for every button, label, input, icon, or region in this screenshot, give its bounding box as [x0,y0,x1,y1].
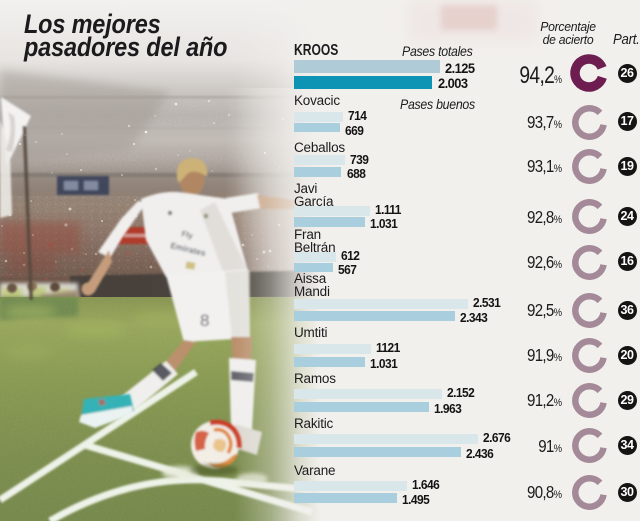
svg-text:Fly: Fly [181,229,195,240]
svg-text:8: 8 [200,311,209,330]
